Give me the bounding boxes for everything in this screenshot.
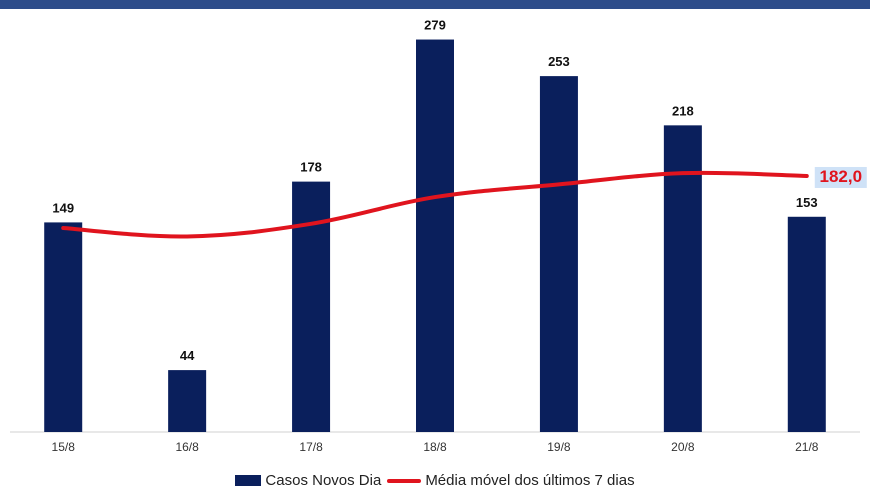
x-tick-label: 18/8 xyxy=(423,440,447,454)
x-tick-label: 20/8 xyxy=(671,440,695,454)
x-tick-label: 17/8 xyxy=(299,440,323,454)
moving-average-line xyxy=(61,170,809,239)
bar-value-label: 218 xyxy=(672,103,694,118)
x-tick-label: 16/8 xyxy=(175,440,199,454)
legend-line-swatch xyxy=(387,478,422,483)
bar xyxy=(663,125,702,432)
chart-svg: 149 15/8 44 16/8 178 17/8 279 18/8 253 19/8 218 20/… xyxy=(10,18,867,454)
legend-line-label: Média móvel dos últimos 7 dias xyxy=(425,472,635,489)
bar-value-label: 153 xyxy=(796,195,818,210)
legend: Casos Novos Dia Média móvel dos últimos … xyxy=(0,470,870,491)
bar xyxy=(539,76,578,432)
annotation-label: 182,0 xyxy=(820,167,863,186)
bar xyxy=(416,39,454,432)
bar xyxy=(787,216,826,432)
x-tick-label: 19/8 xyxy=(547,440,571,454)
legend-item-bars: Casos Novos Dia xyxy=(235,472,381,489)
x-tick-label: 21/8 xyxy=(795,440,819,454)
bar xyxy=(292,181,331,432)
bar-value-label: 178 xyxy=(300,160,322,175)
x-tick-label: 15/8 xyxy=(52,440,76,454)
header-bar xyxy=(0,0,870,9)
annotation-background xyxy=(814,166,867,188)
legend-bar-swatch xyxy=(235,475,262,486)
bar-value-label: 279 xyxy=(424,18,446,33)
legend-item-line: Média móvel dos últimos 7 dias xyxy=(387,472,635,489)
bar-value-label: 149 xyxy=(52,200,74,215)
legend-bar-label: Casos Novos Dia xyxy=(265,472,382,489)
bar xyxy=(168,370,207,432)
bar-value-label: 253 xyxy=(548,54,570,69)
bar xyxy=(44,222,83,432)
bar-value-label: 44 xyxy=(180,348,195,363)
